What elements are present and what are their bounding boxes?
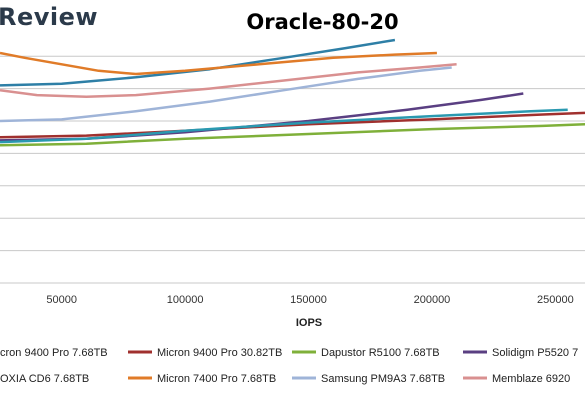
legend-label: Micron 7400 Pro 7.68TB [157, 373, 276, 385]
x-axis-ticks: 50000 100000 150000 200000 250000 [46, 294, 573, 306]
legend-label: Dapustor R5100 7.68TB [321, 347, 440, 359]
legend-label: Solidigm P5520 7 [492, 347, 578, 359]
series-lines [0, 38, 585, 147]
legend: cron 9400 Pro 7.68TB Micron 9400 Pro 30.8… [0, 347, 578, 385]
legend-label: Samsung PM9A3 7.68TB [321, 373, 445, 385]
site-logo: Review [0, 3, 99, 31]
series-line [0, 122, 585, 147]
chart-title: Oracle-80-20 [246, 10, 399, 34]
legend-label: Micron 9400 Pro 30.82TB [157, 347, 282, 359]
series-line [0, 111, 585, 139]
x-tick-label: 150000 [290, 294, 327, 306]
x-tick-label: 100000 [167, 294, 204, 306]
x-axis-label: IOPS [296, 317, 322, 329]
x-tick-label: 250000 [537, 294, 574, 306]
legend-label: Memblaze 6920 [492, 373, 570, 385]
x-tick-label: 200000 [414, 294, 451, 306]
legend-label: OXIA CD6 7.68TB [0, 373, 89, 385]
series-line [0, 108, 568, 144]
legend-label: cron 9400 Pro 7.68TB [0, 347, 108, 359]
series-line [0, 63, 457, 98]
series-line [0, 51, 437, 76]
series-line [0, 66, 452, 123]
x-tick-label: 50000 [46, 294, 77, 306]
grid-lines [0, 55, 585, 284]
